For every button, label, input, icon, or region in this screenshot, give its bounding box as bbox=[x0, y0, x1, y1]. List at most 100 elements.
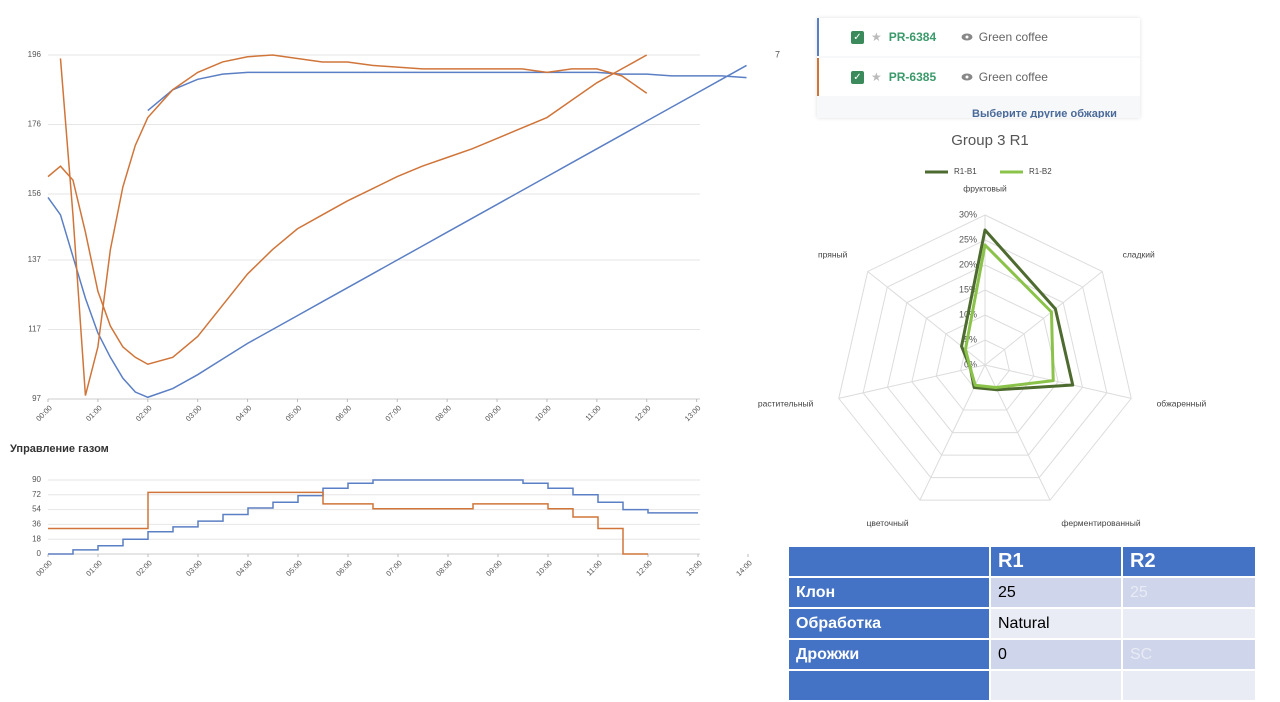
cell: 25 bbox=[1121, 576, 1257, 609]
radar-spoke bbox=[984, 364, 1132, 399]
cell bbox=[1121, 669, 1257, 702]
x-tick-label: 12:00 bbox=[633, 403, 653, 423]
y-tick-label: 0 bbox=[37, 549, 42, 558]
radar-series bbox=[963, 243, 1055, 390]
category-label: пряный bbox=[818, 250, 848, 260]
cell: 0 bbox=[989, 638, 1123, 671]
radar-spoke bbox=[838, 364, 986, 399]
x-tick-label: 01:00 bbox=[84, 558, 104, 578]
x-tick-label: 11:00 bbox=[585, 558, 604, 577]
screen: 7 97 117 137 156 176 196 00:00 01:00 02:00 03:00 04… bbox=[10, 18, 1257, 702]
annotation: 7 bbox=[775, 49, 780, 59]
series-line bbox=[48, 479, 698, 555]
x-tick-label: 05:00 bbox=[284, 558, 304, 578]
x-tick-label: 04:00 bbox=[234, 558, 254, 578]
series-line bbox=[47, 54, 648, 366]
y-tick-label: 97 bbox=[32, 394, 41, 403]
x-tick-label: 03:00 bbox=[184, 558, 204, 578]
y-tick-label: 18 bbox=[32, 534, 41, 543]
x-tick-label: 02:00 bbox=[134, 403, 154, 423]
roast-id[interactable]: PR-6385 bbox=[888, 70, 937, 84]
legend-label: R1-B2 bbox=[1029, 167, 1052, 176]
y-tick-label: 196 bbox=[28, 50, 42, 59]
x-tick-label: 10:00 bbox=[534, 558, 554, 578]
star-icon[interactable]: ★ bbox=[871, 30, 882, 44]
radar-ring bbox=[838, 214, 1132, 501]
roast-item[interactable]: ✓ ★ PR-6385 Green coffee bbox=[817, 58, 1140, 96]
y-tick-label: 90 bbox=[32, 475, 41, 484]
roast-item[interactable]: ✓ ★ PR-6384 Green coffee bbox=[817, 18, 1140, 56]
cell: 25 bbox=[989, 576, 1123, 609]
r-tick-label: 15% bbox=[959, 284, 977, 294]
r-tick-label: 25% bbox=[959, 234, 977, 244]
x-tick-label: 00:00 bbox=[34, 403, 54, 423]
info-table: R1 R2 Клон 25 25 Обработка Natural Дрожж… bbox=[787, 545, 1257, 702]
table-row bbox=[787, 669, 1257, 702]
page: Roast comparison {"roasts": {"items": [{… bbox=[10, 18, 1257, 702]
x-tick-label: 06:00 bbox=[334, 558, 354, 578]
x-tick-label: 01:00 bbox=[84, 403, 104, 423]
cell bbox=[989, 669, 1123, 702]
r-tick-label: 5% bbox=[964, 334, 977, 344]
y-tick-label: 176 bbox=[28, 120, 42, 129]
series-line bbox=[59, 54, 648, 396]
x-tick-label: 06:00 bbox=[334, 403, 354, 423]
checkbox[interactable]: ✓ bbox=[851, 70, 864, 84]
cell: SC bbox=[1121, 638, 1257, 671]
x-tick-label: 10:00 bbox=[533, 403, 553, 423]
x-tick-label: 05:00 bbox=[284, 403, 304, 423]
y-tick-label: 36 bbox=[32, 520, 41, 529]
x-tick-label: 09:00 bbox=[484, 558, 504, 578]
x-tick-label: 09:00 bbox=[483, 403, 503, 423]
category-label: сладкий bbox=[1123, 250, 1155, 260]
y-tick-label: 117 bbox=[28, 325, 41, 334]
table-row: Клон 25 25 bbox=[787, 576, 1257, 609]
r-tick-label: 20% bbox=[959, 259, 977, 269]
table-row: Обработка Natural bbox=[787, 607, 1257, 640]
x-tick-label: 08:00 bbox=[434, 558, 454, 578]
radar-spoke bbox=[984, 271, 1103, 366]
radar-series bbox=[960, 228, 1075, 392]
x-tick-label: 07:00 bbox=[384, 558, 404, 578]
radar-ring bbox=[935, 314, 1035, 411]
x-tick-label: 03:00 bbox=[184, 403, 204, 423]
category-label: ферментированный bbox=[1061, 518, 1140, 528]
y-tick-label: 72 bbox=[32, 490, 41, 499]
r-tick-label: 30% bbox=[959, 209, 977, 219]
category-label: цветочный bbox=[867, 518, 909, 528]
roast-list: ✓ ★ PR-6384 Green coffee ✓ ★ PR-6385 Gre… bbox=[817, 18, 1140, 118]
star-icon[interactable]: ★ bbox=[871, 70, 882, 84]
header-cell bbox=[787, 545, 991, 578]
x-tick-label: 12:00 bbox=[634, 558, 654, 578]
checkbox[interactable]: ✓ bbox=[851, 30, 864, 44]
category-label: фруктовый bbox=[963, 183, 1007, 193]
row-label: Дрожжи bbox=[787, 638, 991, 671]
header-cell: R1 bbox=[989, 545, 1123, 578]
series-line bbox=[47, 64, 747, 399]
table-row: Дрожжи 0 SC bbox=[787, 638, 1257, 671]
series-line bbox=[147, 71, 747, 112]
radar-ring bbox=[886, 264, 1084, 456]
x-tick-label: 08:00 bbox=[433, 403, 453, 423]
x-tick-label: 14:00 bbox=[734, 558, 754, 578]
y-tick-label: 156 bbox=[28, 189, 42, 198]
charts: 7 97 117 137 156 176 196 00:00 01:00 02:00 03:00 04… bbox=[10, 49, 1207, 578]
eye-icon bbox=[961, 33, 973, 41]
roast-name: Green coffee bbox=[978, 70, 1048, 84]
x-tick-label: 02:00 bbox=[134, 558, 154, 578]
category-label: обжаренный bbox=[1157, 398, 1207, 408]
row-label: Обработка bbox=[787, 607, 991, 640]
cell bbox=[1121, 607, 1257, 640]
y-tick-label: 137 bbox=[28, 255, 42, 264]
y-tick-label: 54 bbox=[32, 505, 41, 514]
header-cell: R2 bbox=[1121, 545, 1257, 578]
cell: Natural bbox=[989, 607, 1123, 640]
row-label bbox=[787, 669, 991, 702]
series-line bbox=[48, 491, 648, 555]
category-label: растительный bbox=[758, 398, 814, 408]
roast-id[interactable]: PR-6384 bbox=[888, 30, 937, 44]
radar-ring bbox=[911, 289, 1059, 434]
chart-title: Управление газом bbox=[10, 443, 109, 455]
select-other-link[interactable]: Выберите другие обжарки bbox=[972, 108, 1117, 118]
x-tick-label: 04:00 bbox=[234, 403, 254, 423]
